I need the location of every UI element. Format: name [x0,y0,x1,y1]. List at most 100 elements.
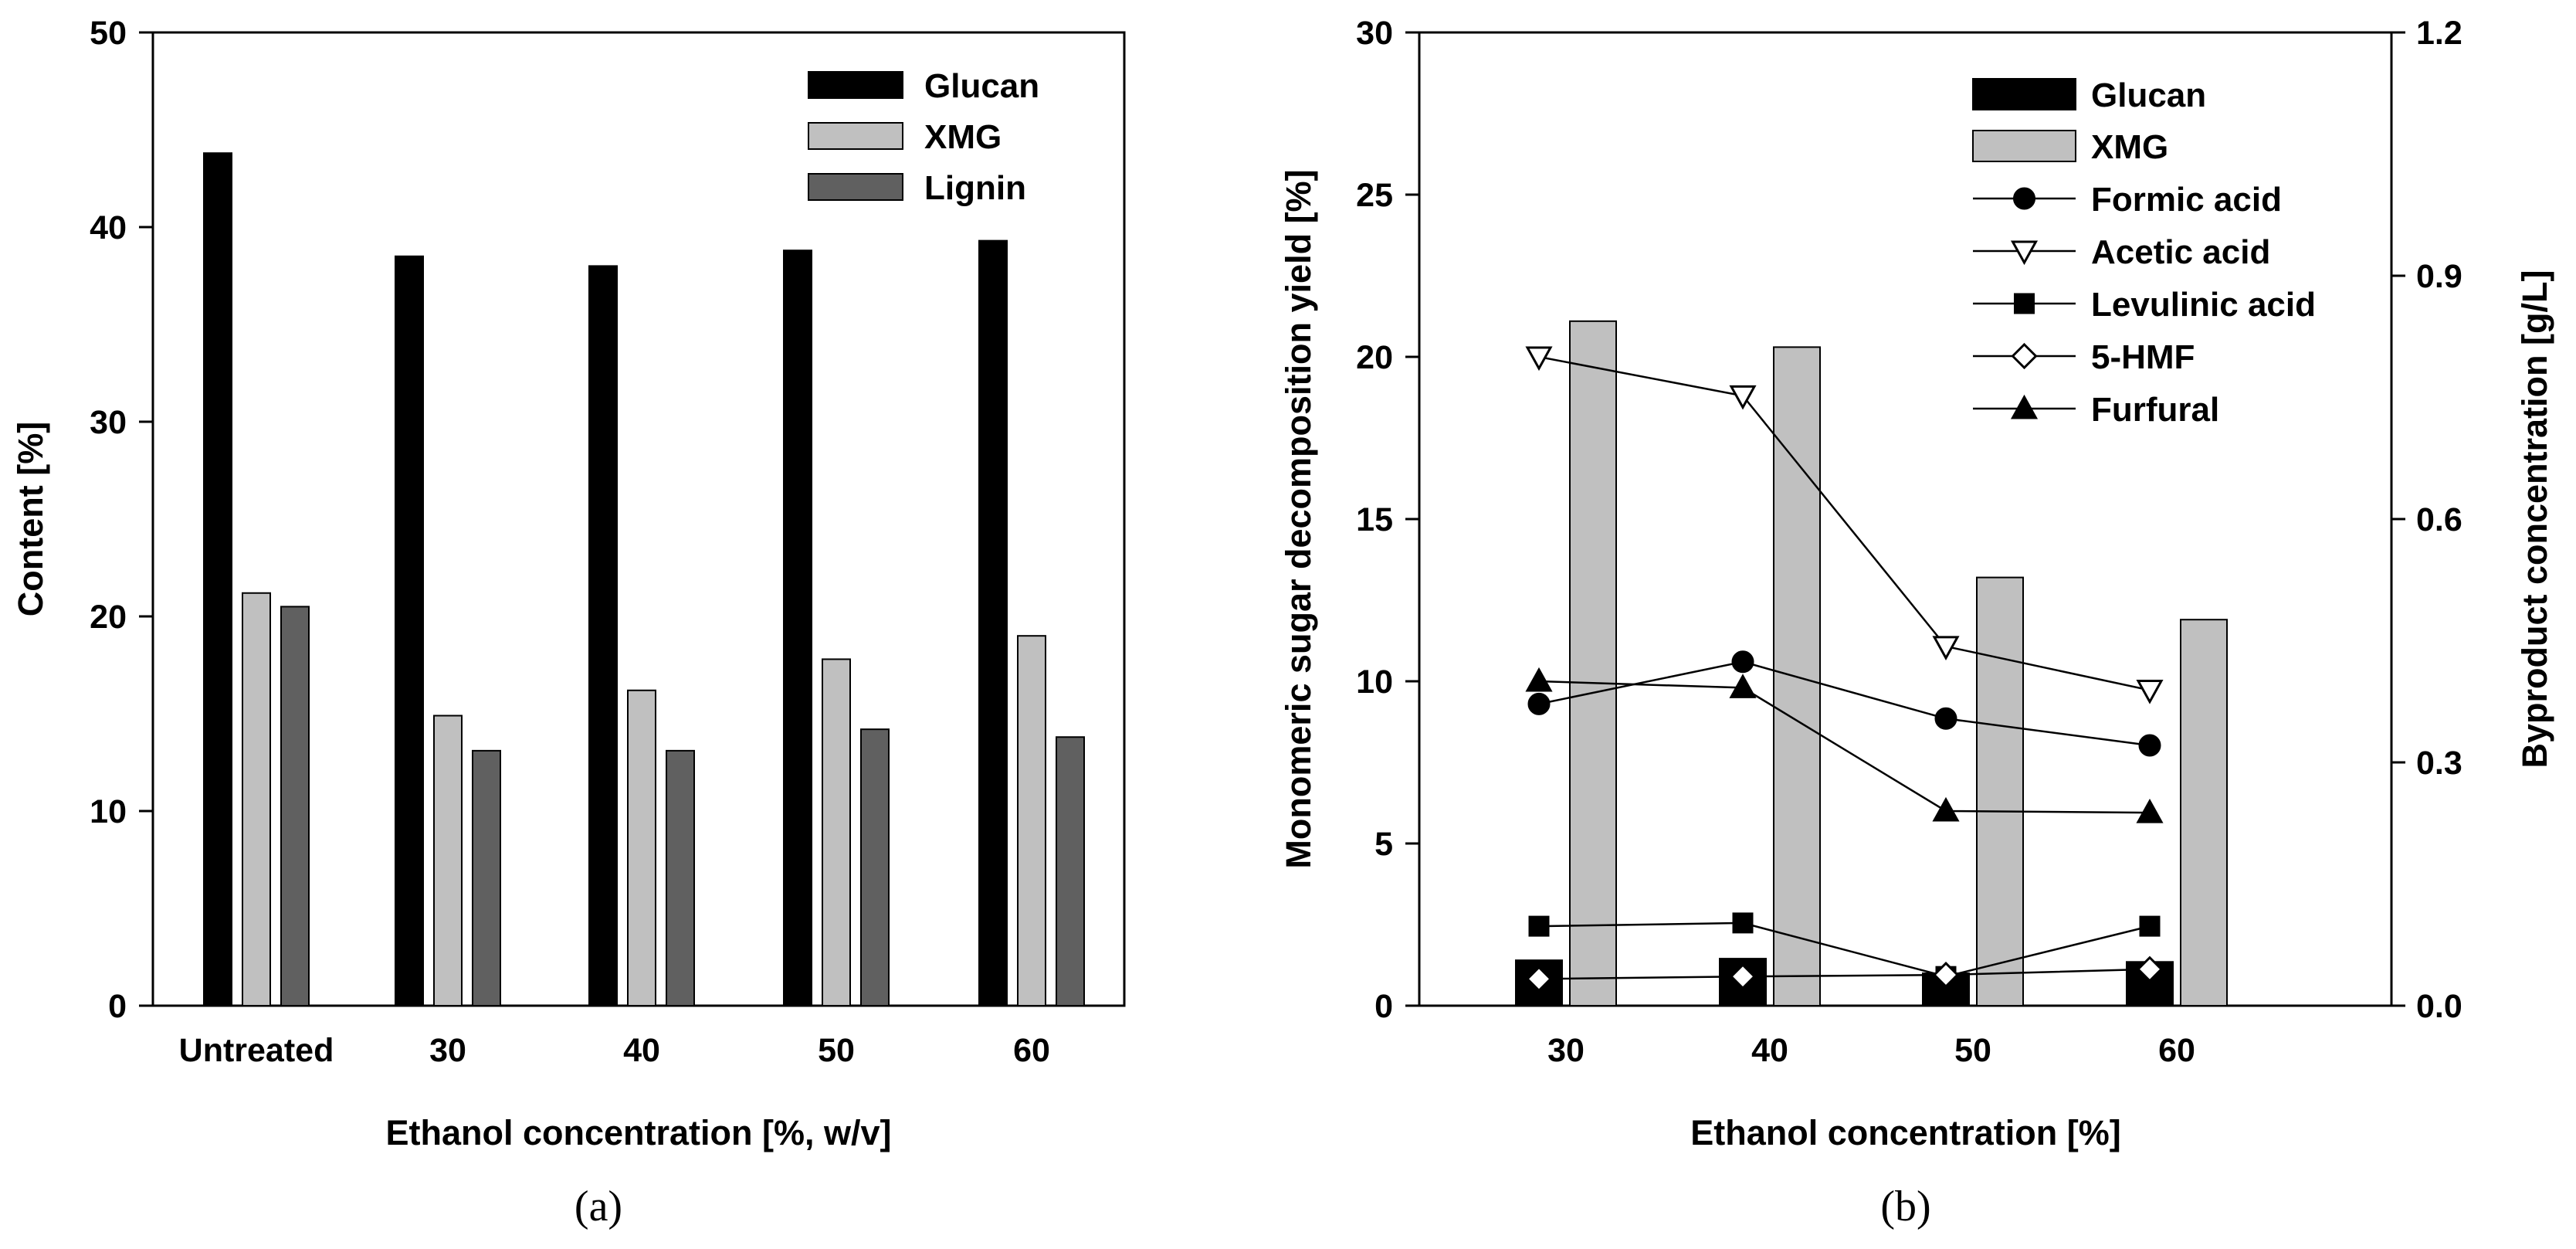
x-axis-title-a: Ethanol concentration [%, w/v] [385,1113,891,1152]
line-b-furfural [1538,680,2151,814]
legend-label-b-furfural: Furfural [2091,391,2219,429]
legend-marker-b-5-hmf [2011,342,2038,370]
bar-b-xmg-60 [2180,619,2228,1006]
y-tick-label-left-b-20: 20 [1356,339,1393,376]
legend-marker-b-furfural [2010,394,2039,419]
legend-label-a-glucan: Glucan [924,67,1039,105]
x-axis-title-b: Ethanol concentration [%] [1690,1113,2121,1152]
bar-a-lignin-40 [666,749,695,1006]
point-b-furfural-60 [2136,799,2164,823]
y-tick-label-a-30: 30 [90,404,127,441]
line-b-levulinic-acid [1538,921,2151,978]
x-axis-a: Untreated 30 40 50 60 [179,1032,1050,1069]
legend-label-b-levulinic-acid: Levulinic acid [2091,286,2316,324]
y-tick-label-a-10: 10 [90,793,127,830]
bar-a-xmg-50 [822,658,851,1006]
bar-a-xmg-40 [627,689,656,1006]
panel-label-b: (b) [1880,1183,1930,1230]
y-tick-label-a-50: 50 [90,15,127,52]
y-axis-right-b: 0.0 0.3 0.6 0.9 1.2 [2391,15,2462,1025]
y-axis-left-b: 0 5 10 15 20 25 30 [1356,15,1419,1025]
x-tick-label-a-60: 60 [1013,1032,1050,1069]
bar-a-xmg-60 [1017,635,1046,1006]
bar-a-lignin-untreated [280,606,310,1006]
legend-a: Glucan XMG Lignin [808,67,1039,207]
point-b-acetic-acid-40 [1729,385,1757,410]
point-b-acetic-acid-30 [1525,346,1553,372]
point-b-formic-acid-60 [2138,734,2161,757]
y-tick-label-a-40: 40 [90,209,127,246]
bar-a-glucan-untreated [203,152,232,1007]
line-b-5-hmf [1538,968,2151,980]
x-tick-label-a-30: 30 [429,1032,466,1069]
y-axis-a: 0 10 20 30 40 50 [90,15,153,1025]
bar-a-glucan-50 [783,249,812,1006]
point-b-furfural-50 [1932,796,1960,822]
y-tick-label-right-b-0-6: 0.6 [2416,501,2462,538]
legend-label-b-5-hmf: 5-HMF [2091,338,2195,376]
legend-label-b-glucan: Glucan [2091,76,2206,114]
x-tick-label-b-50: 50 [1954,1032,1991,1069]
point-b-5-hmf-60 [2136,955,2164,983]
legend-label-b-xmg: XMG [2091,128,2168,166]
x-tick-label-b-40: 40 [1751,1032,1788,1069]
bar-a-glucan-40 [588,265,618,1006]
x-tick-label-b-30: 30 [1547,1032,1585,1069]
point-b-levulinic-acid-30 [1528,915,1550,937]
legend-b: Glucan XMG Formic acid Acetic acid Levulinic… [1972,76,2316,429]
y-axis-title-a: Content [%] [11,422,50,616]
point-b-5-hmf-30 [1525,966,1553,993]
legend-marker-b-acetic-acid [2010,240,2039,266]
bar-a-xmg-30 [433,714,463,1007]
legend-marker-b-levulinic-acid [2014,293,2035,314]
y-tick-label-left-b-30: 30 [1356,15,1393,52]
bars-a [203,152,1085,1007]
legend-swatch-a-glucan [808,71,903,99]
bar-b-xmg-50 [1976,576,2024,1006]
bar-a-lignin-60 [1056,736,1085,1006]
y-tick-label-a-0: 0 [108,988,127,1025]
chart-panel-a: 0 10 20 30 40 50 Untreated 30 40 50 60 Glucan XMG L… [11,15,1126,1230]
bar-a-glucan-30 [395,255,424,1006]
legend-marker-b-formic-acid [2013,187,2035,210]
chart-panel-b: 0 5 10 15 20 25 30 0.0 0.3 0.6 0.9 1.2 30 40 50 60 Gl… [1279,15,2554,1230]
legend-swatch-a-xmg [808,122,903,150]
y-tick-label-left-b-5: 5 [1374,826,1393,863]
legend-label-b-acetic-acid: Acetic acid [2091,233,2270,271]
y-tick-label-a-20: 20 [90,599,127,636]
y-tick-label-right-b-0-3: 0.3 [2416,745,2462,782]
point-b-acetic-acid-60 [2136,680,2164,704]
panel-label-a: (a) [575,1183,622,1230]
point-b-5-hmf-50 [1932,961,1960,989]
y-tick-label-right-b-0-9: 0.9 [2416,258,2462,295]
bar-a-lignin-30 [472,749,501,1006]
point-b-formic-acid-50 [1934,707,1957,730]
legend-label-b-formic-acid: Formic acid [2091,181,2282,219]
line-b-formic-acid [1538,660,2151,747]
lines-b [1525,346,2164,993]
bars-b [1515,320,2228,1007]
bar-b-xmg-40 [1773,346,1821,1006]
legend-label-a-lignin: Lignin [924,169,1026,207]
bar-a-lignin-50 [860,728,890,1006]
point-b-5-hmf-40 [1729,963,1757,990]
x-axis-b: 30 40 50 60 [1547,1032,2195,1069]
plot-frame-b [1418,31,2393,1007]
legend-swatch-b-glucan [1972,78,2076,110]
point-b-furfural-30 [1525,667,1553,692]
point-b-levulinic-acid-40 [1732,912,1754,934]
y-tick-label-right-b-0-0: 0.0 [2416,988,2462,1025]
legend-swatch-a-lignin [808,173,903,201]
y-axis-title-right-b: Byproduct concentration [g/L] [2515,270,2554,769]
point-b-levulinic-acid-60 [2139,915,2161,937]
y-tick-label-right-b-1-2: 1.2 [2416,15,2462,52]
x-tick-label-a-40: 40 [623,1032,660,1069]
point-b-formic-acid-40 [1731,650,1754,674]
legend-label-a-xmg: XMG [924,118,1002,156]
y-tick-label-left-b-15: 15 [1356,501,1393,538]
point-b-furfural-40 [1729,674,1757,698]
bar-a-xmg-untreated [242,592,271,1006]
bar-a-glucan-60 [978,239,1008,1006]
y-tick-label-left-b-10: 10 [1356,664,1393,701]
